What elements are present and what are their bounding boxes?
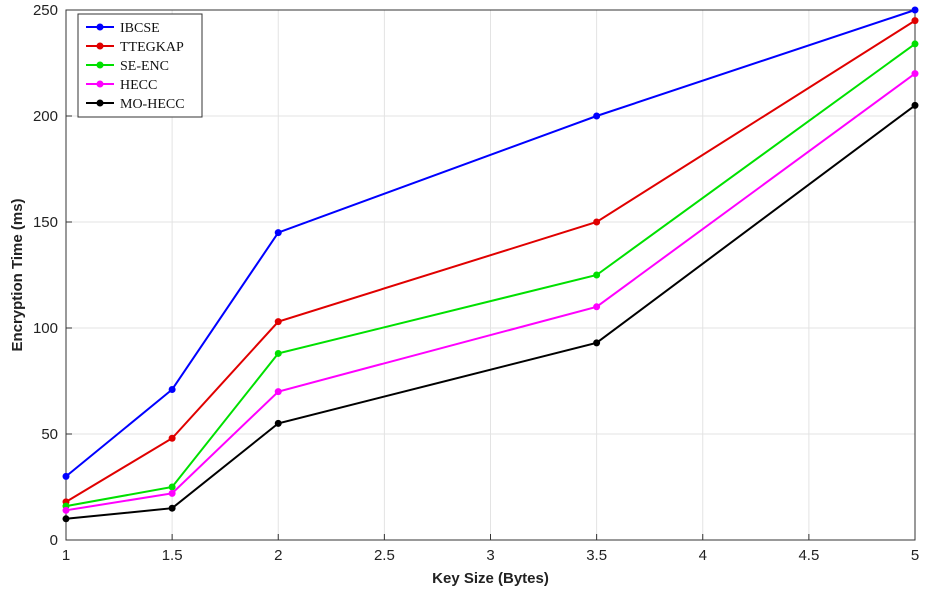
- legend-label: SE-ENC: [120, 59, 169, 74]
- series-ibcse: [62, 6, 919, 480]
- data-point: [168, 483, 176, 491]
- data-point: [168, 385, 176, 393]
- series-layer: [62, 6, 919, 523]
- legend-item: IBCSE: [86, 21, 160, 36]
- data-point: [168, 489, 176, 497]
- x-tick-label: 2.5: [374, 547, 395, 564]
- y-tick-label: 100: [33, 320, 58, 337]
- x-tick-label: 5: [911, 547, 919, 564]
- legend-item: HECC: [86, 78, 157, 93]
- x-tick-label: 2: [274, 547, 282, 564]
- data-point: [274, 349, 282, 357]
- legend-marker: [96, 42, 104, 50]
- series-hecc: [62, 70, 919, 514]
- x-axis-title: Key Size (Bytes): [432, 570, 549, 587]
- series-mo-hecc: [62, 101, 919, 523]
- legend-label: MO-HECC: [120, 97, 185, 112]
- data-point: [911, 40, 919, 48]
- data-point: [62, 515, 70, 523]
- data-point: [168, 504, 176, 512]
- x-tick-label: 4: [699, 547, 707, 564]
- x-tick-label: 1.5: [162, 547, 183, 564]
- data-point: [911, 101, 919, 109]
- data-point: [911, 70, 919, 78]
- data-point: [168, 434, 176, 442]
- data-point: [593, 112, 601, 120]
- data-point: [593, 303, 601, 311]
- y-tick-label: 50: [41, 426, 58, 443]
- legend-marker: [96, 80, 104, 88]
- legend-item: MO-HECC: [86, 97, 185, 112]
- legend-label: HECC: [120, 78, 157, 93]
- legend-item: TTEGKAP: [86, 40, 184, 55]
- legend: IBCSE TTEGKAP SE-ENC HECC MO-HECC: [77, 13, 203, 118]
- series-se-enc: [62, 40, 919, 510]
- data-point: [274, 229, 282, 237]
- data-point: [62, 472, 70, 480]
- legend-marker: [96, 99, 104, 107]
- y-tick-label: 200: [33, 108, 58, 125]
- legend-label: IBCSE: [120, 21, 160, 36]
- data-point: [62, 506, 70, 514]
- data-point: [593, 271, 601, 279]
- y-tick-label: 150: [33, 214, 58, 231]
- x-tick-label: 3.5: [586, 547, 607, 564]
- y-tick-label: 0: [50, 532, 58, 549]
- data-point: [274, 419, 282, 427]
- y-tick-label: 250: [33, 2, 58, 19]
- data-point: [274, 318, 282, 326]
- data-point: [274, 388, 282, 396]
- data-point: [911, 17, 919, 25]
- x-tick-label: 4.5: [798, 547, 819, 564]
- data-point: [593, 339, 601, 347]
- data-point: [911, 6, 919, 14]
- legend-marker: [96, 23, 104, 31]
- legend-item: SE-ENC: [86, 59, 169, 74]
- x-tick-label: 1: [62, 547, 70, 564]
- y-axis-title: Encryption Time (ms): [9, 198, 26, 351]
- x-tick-label: 3: [486, 547, 494, 564]
- data-point: [593, 218, 601, 226]
- legend-marker: [96, 61, 104, 69]
- legend-label: TTEGKAP: [120, 40, 184, 55]
